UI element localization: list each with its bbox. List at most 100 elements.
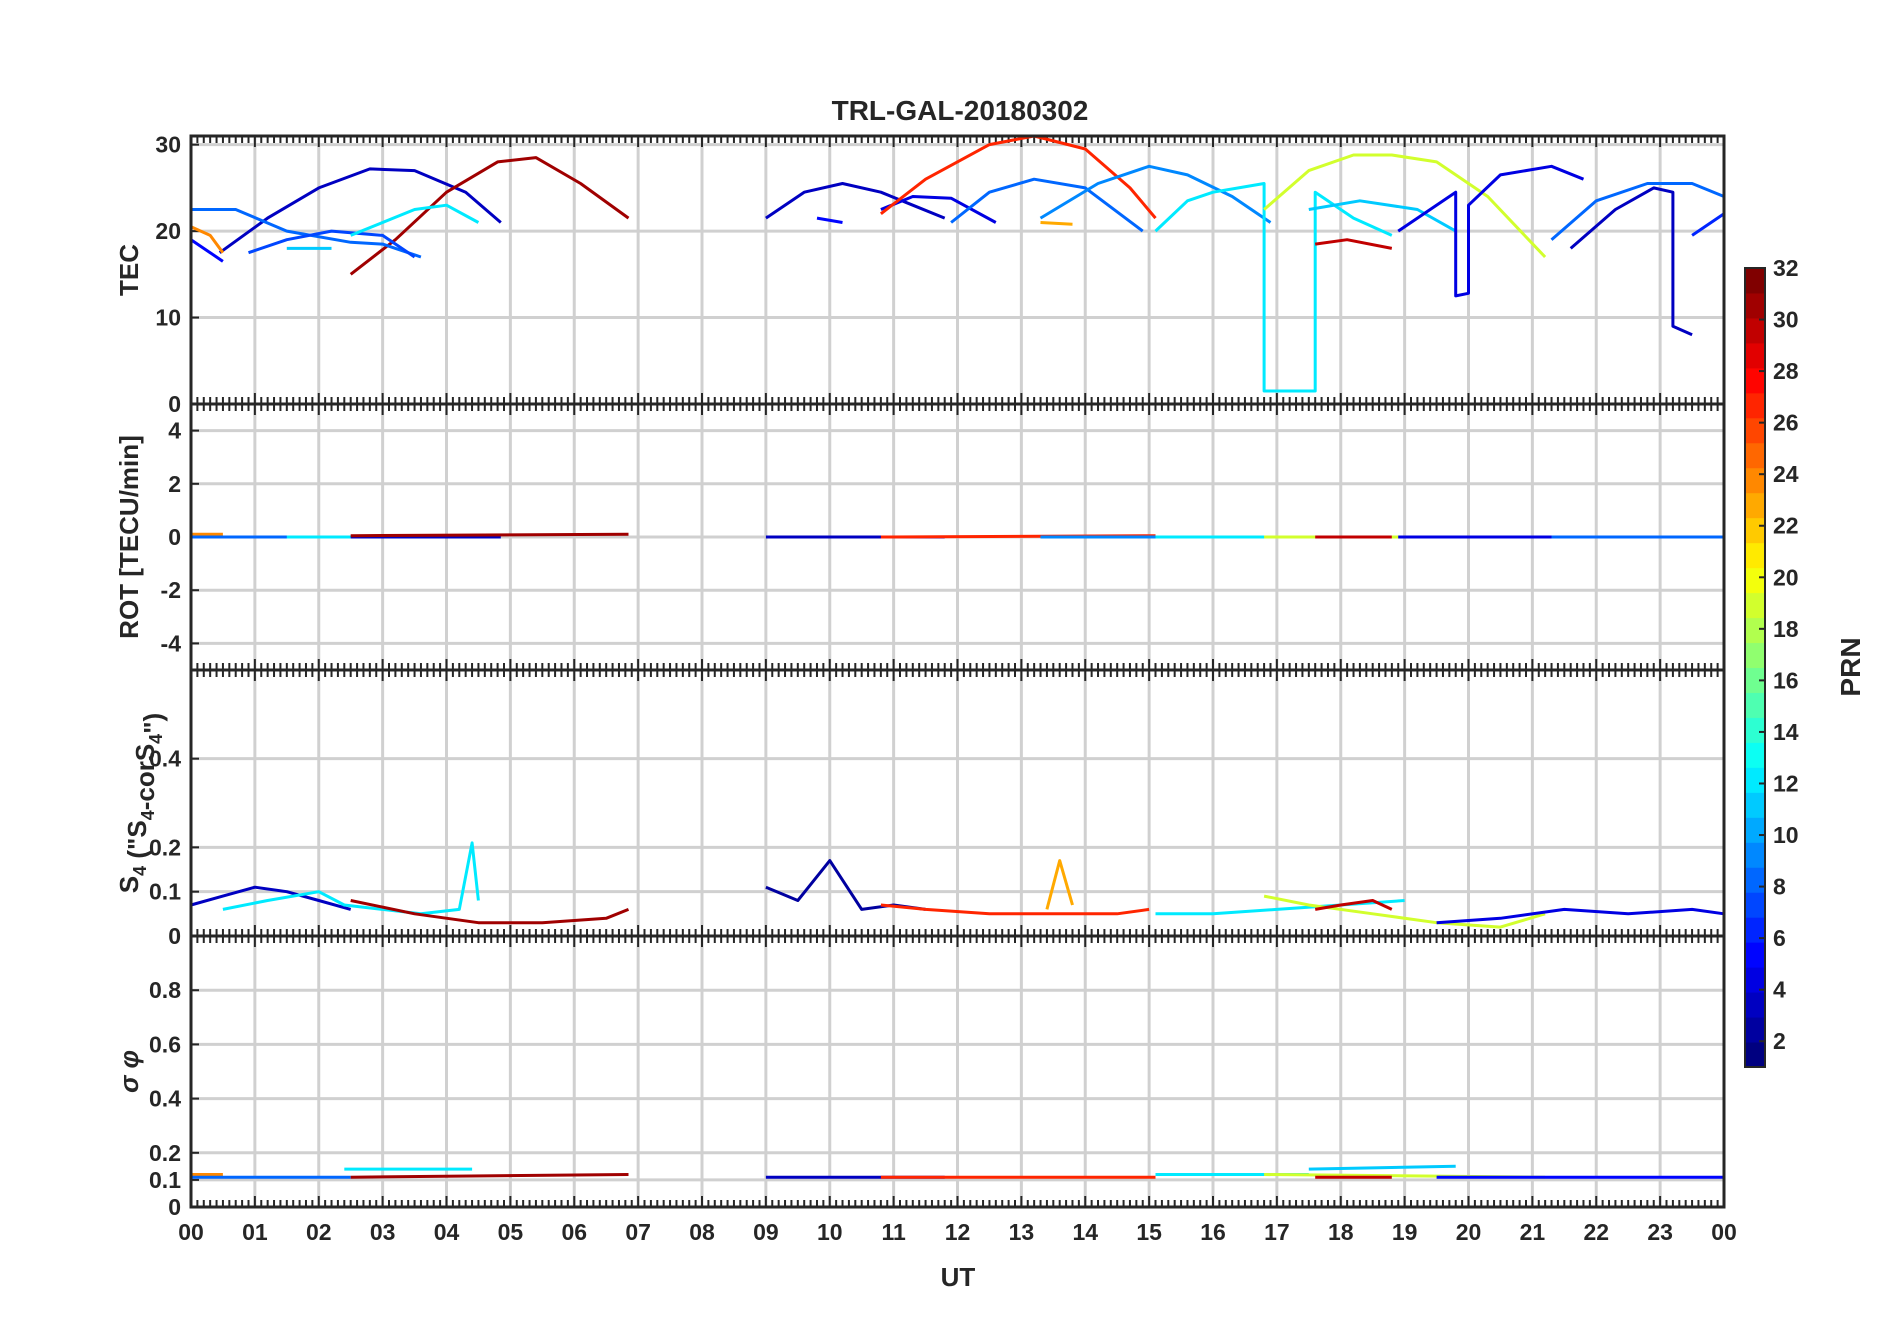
series-line-prn-4 (1397, 164, 1585, 298)
series-line-prn-31 (350, 1173, 629, 1179)
colorbar-tick-label: 12 (1773, 770, 1799, 796)
y-axis-label: TEC (114, 244, 144, 296)
y-tick-label: 0 (168, 524, 181, 550)
y-tick-label: 0 (168, 923, 181, 949)
y-tick-label: 0.6 (149, 1031, 181, 1057)
x-tick-label: 02 (306, 1219, 332, 1245)
colorbar-swatch (1745, 967, 1765, 993)
y-tick-label: 0.2 (149, 1140, 181, 1166)
x-tick-label: 05 (498, 1219, 524, 1245)
y-tick-label: 4 (168, 418, 181, 444)
colorbar-swatch (1745, 942, 1765, 968)
colorbar-tick-label: 28 (1773, 358, 1799, 384)
colorbar-swatch (1745, 392, 1765, 419)
colorbar-swatch (1745, 642, 1765, 668)
colorbar-swatch (1745, 767, 1765, 793)
series-line-prn-30 (1314, 899, 1393, 911)
colorbar-swatch (1745, 342, 1765, 369)
y-axis-label: ROT [TECU/min] (114, 435, 144, 639)
colorbar-swatch (1745, 892, 1765, 918)
y-tick-label: -2 (161, 577, 181, 603)
x-tick-label: 20 (1456, 1219, 1482, 1245)
colorbar-tick-label: 16 (1773, 667, 1799, 693)
series-line-prn-31 (350, 532, 629, 538)
colorbar-tick-label: 6 (1773, 925, 1786, 951)
colorbar-swatch (1745, 367, 1765, 394)
colorbar-tick-label: 14 (1773, 719, 1799, 745)
x-tick-label: 21 (1520, 1219, 1546, 1245)
colorbar-tick-label: 8 (1773, 874, 1786, 900)
y-tick-label: 20 (155, 218, 181, 244)
series-line-prn-4 (1436, 907, 1725, 925)
x-axis-label: UT (941, 1262, 976, 1292)
colorbar-tick-label: 26 (1773, 410, 1799, 436)
colorbar-swatch (1745, 542, 1765, 569)
series-line-prn-12 (1154, 182, 1393, 393)
x-tick-label: 00 (178, 1219, 204, 1245)
x-tick-label: 22 (1583, 1219, 1609, 1245)
x-tick-label: 03 (370, 1219, 396, 1245)
series-line-prn-23 (1045, 859, 1074, 910)
colorbar-swatch (1745, 442, 1765, 469)
colorbar-swatch (1745, 742, 1765, 768)
panel-2: 0 0.1 0.2 0.4S4 ("S4-corS4") (114, 668, 1726, 949)
y-tick-label: 0.1 (149, 1167, 181, 1193)
series-line-prn-24 (190, 225, 225, 254)
x-tick-label: 12 (945, 1219, 971, 1245)
y-tick-label: 0.4 (149, 1086, 181, 1112)
colorbar-tick-label: 30 (1773, 307, 1799, 333)
x-tick-label: 16 (1200, 1219, 1226, 1245)
colorbar-swatch (1745, 567, 1765, 594)
series-line-prn-31 (350, 899, 630, 925)
colorbar-swatch (1745, 592, 1765, 619)
x-tick-label: 23 (1647, 1219, 1673, 1245)
colorbar-tick-label: 18 (1773, 616, 1799, 642)
series-line-prn-8 (950, 177, 1144, 233)
colorbar-label: PRN (1835, 637, 1866, 696)
colorbar-swatch (1745, 617, 1765, 644)
x-tick-label: 04 (434, 1219, 460, 1245)
series-line-prn-3 (190, 885, 352, 911)
colorbar-tick-label: 32 (1773, 255, 1799, 281)
y-tick-label: 30 (155, 132, 181, 158)
x-tick-label: 00 (1711, 1219, 1737, 1245)
axes-frame (189, 934, 1726, 1209)
y-tick-label: 0.2 (149, 834, 181, 860)
colorbar-swatch (1745, 417, 1765, 444)
x-tick-label: 09 (753, 1219, 779, 1245)
y-tick-label: -4 (161, 630, 182, 656)
x-tick-label: 13 (1009, 1219, 1035, 1245)
colorbar-swatch (1745, 817, 1765, 843)
colorbar-tick-label: 20 (1773, 564, 1799, 590)
y-tick-label: 0 (168, 391, 181, 417)
series-line-prn-3 (218, 167, 502, 254)
series-line-prn-5 (190, 238, 224, 263)
x-tick-label: 14 (1072, 1219, 1098, 1245)
x-tick-label: 19 (1392, 1219, 1418, 1245)
panel-1: -4 -2 0 2 4 ROT [TECU/min] (114, 402, 1726, 672)
panel-3: 00.10.2 0.4 0.6 0.8 σ φ (114, 934, 1726, 1220)
colorbar-swatch (1745, 692, 1765, 718)
series-line-prn-11 (1308, 199, 1457, 233)
series-line-prn-19 (1263, 153, 1547, 259)
colorbar-swatch (1745, 268, 1765, 294)
colorbar-swatch (1745, 792, 1765, 818)
colorbar-swatch (1745, 667, 1765, 693)
x-tick-label: 18 (1328, 1219, 1354, 1245)
colorbar-swatch (1745, 292, 1765, 319)
series-line-prn-5 (816, 216, 843, 224)
x-tick-label: 06 (561, 1219, 587, 1245)
colorbar-swatch (1745, 992, 1765, 1018)
colorbar-swatch (1745, 517, 1765, 544)
colorbar-swatch (1745, 467, 1765, 494)
colorbar-tick-label: 22 (1773, 513, 1799, 539)
x-tick-label: 01 (242, 1219, 268, 1245)
y-tick-label: 0 (168, 1194, 181, 1220)
series-line-prn-8 (1550, 182, 1725, 241)
series-line-prn-23 (1040, 221, 1073, 226)
panel-0: 0 10 20 30 TEC (114, 132, 1726, 417)
series-line-prn-3 (1569, 186, 1693, 337)
y-tick-label: 0.1 (149, 879, 181, 905)
x-tick-label: 11 (881, 1219, 906, 1245)
